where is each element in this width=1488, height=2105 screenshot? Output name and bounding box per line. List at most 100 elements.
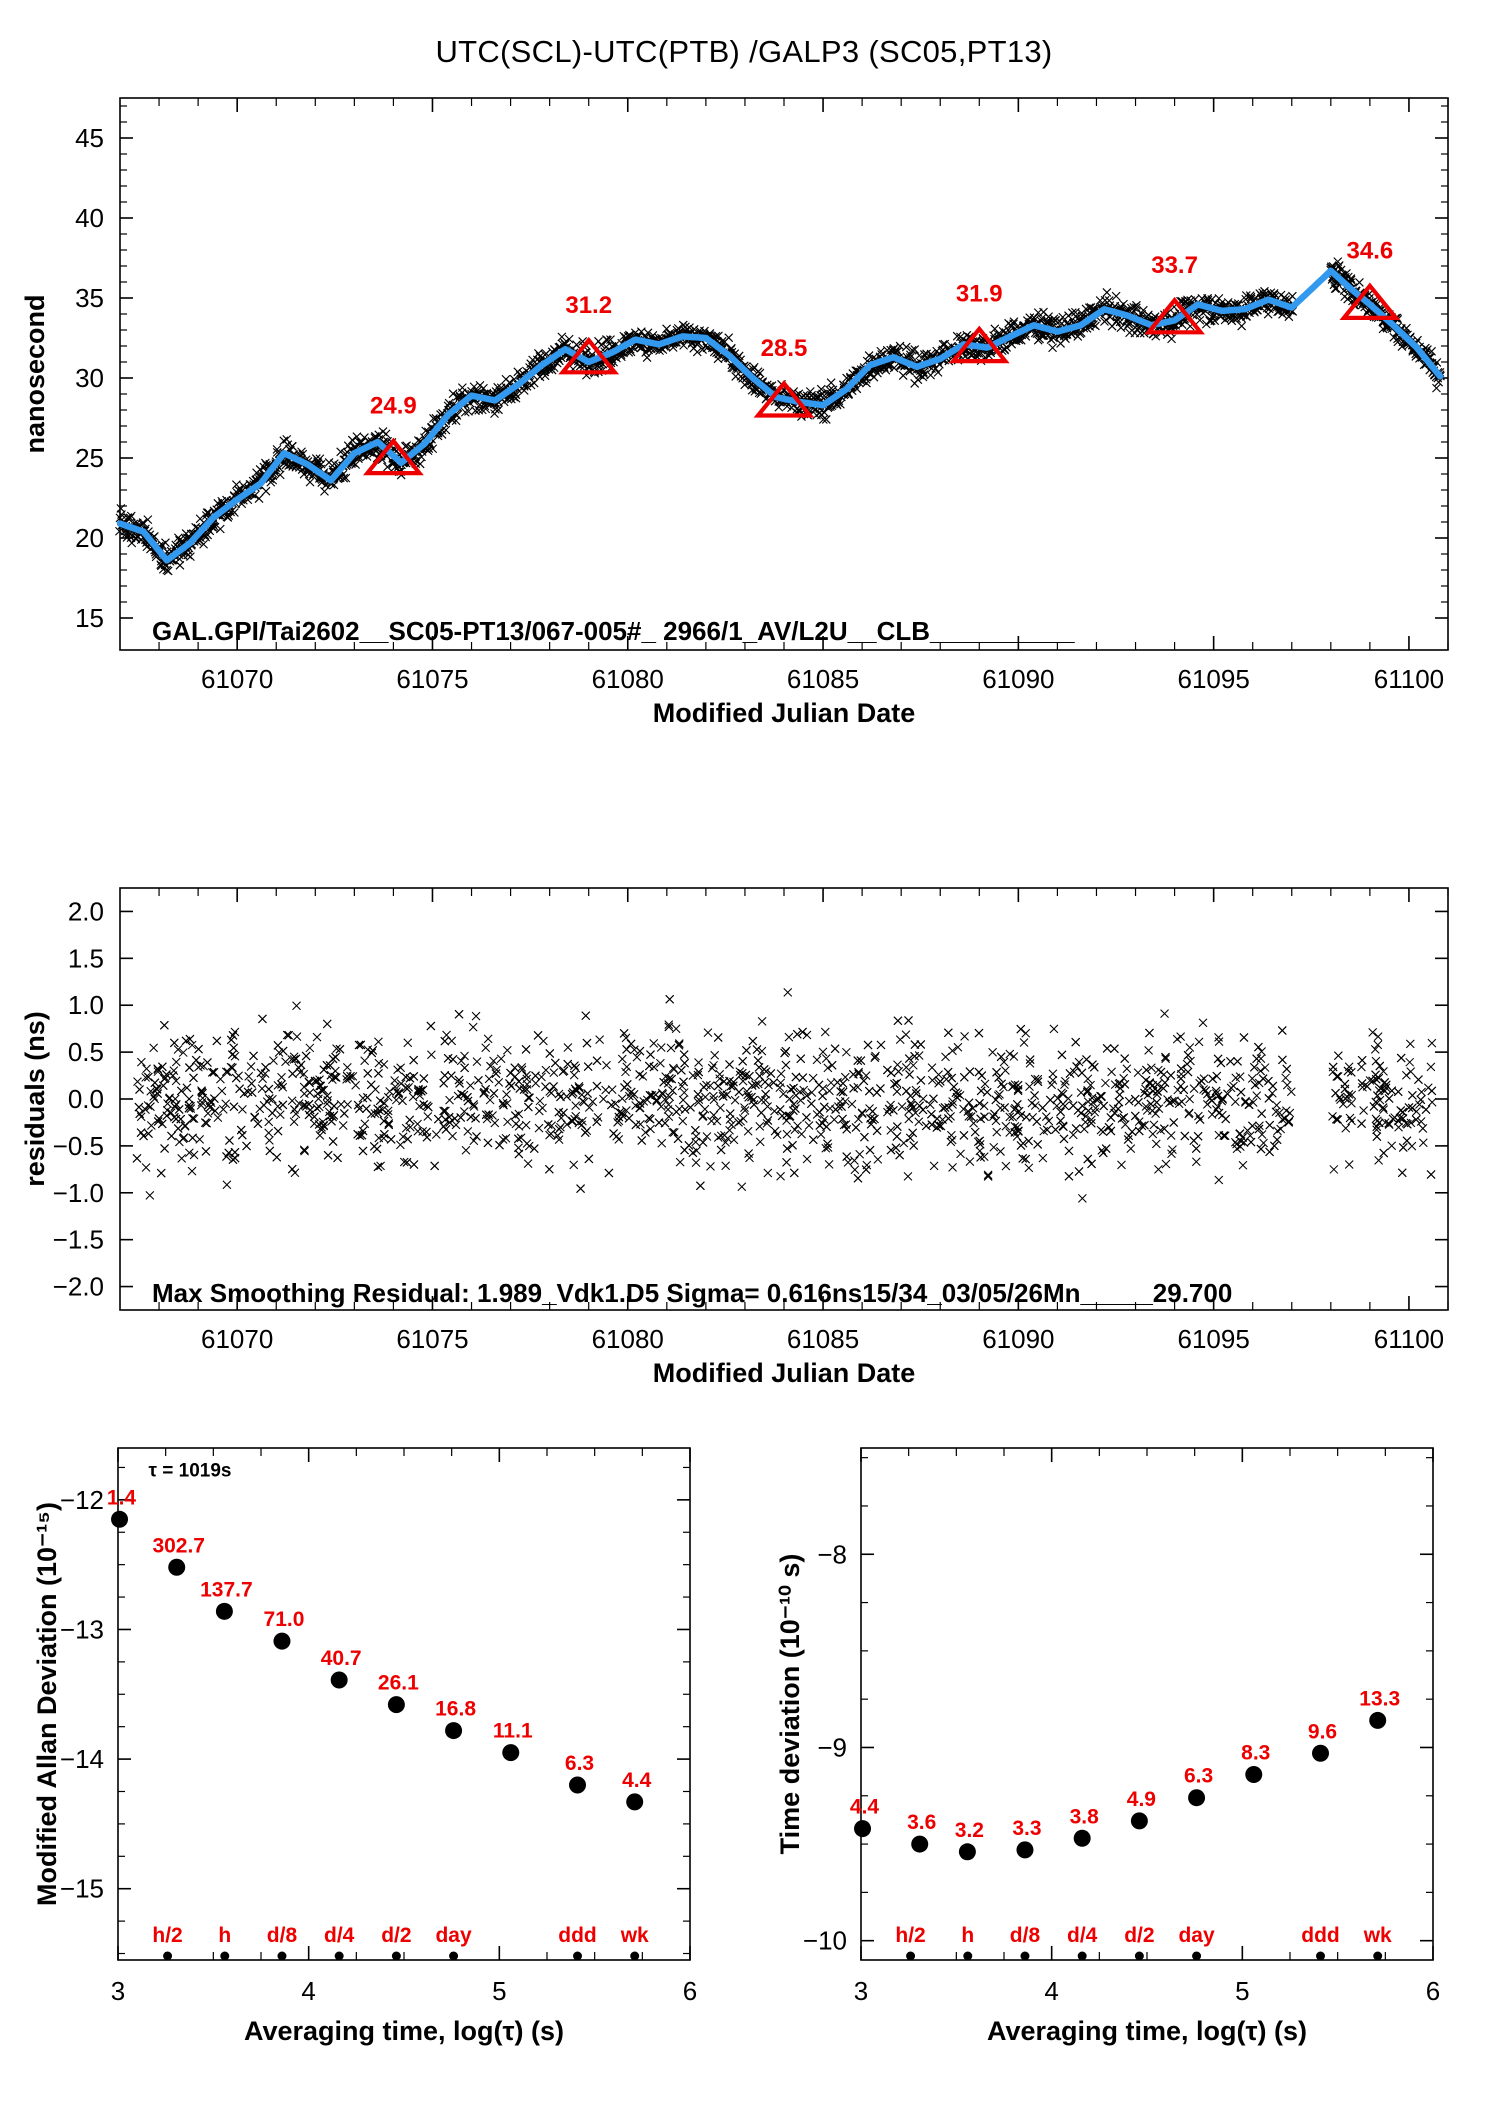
svg-text:4.4: 4.4: [850, 1796, 880, 1819]
svg-text:61085: 61085: [787, 664, 859, 694]
svg-text:3: 3: [854, 1976, 868, 2006]
svg-text:−1.0: −1.0: [53, 1178, 104, 1208]
tau-tick-dot: [630, 1951, 640, 1961]
svg-text:71.0: 71.0: [264, 1608, 305, 1631]
tau-tick-dot: [391, 1951, 401, 1961]
svg-text:−12: −12: [60, 1485, 104, 1515]
svg-text:6.3: 6.3: [565, 1752, 594, 1775]
svg-text:61080: 61080: [592, 1324, 664, 1354]
data-point: [1073, 1829, 1091, 1847]
svg-text:45: 45: [75, 123, 104, 153]
svg-text:8.3: 8.3: [1241, 1742, 1270, 1765]
svg-text:GAL.GPI/Tai2602__SC05-PT13/067: GAL.GPI/Tai2602__SC05-PT13/067-005#_ 296…: [152, 616, 1075, 646]
residuals-chart: 2.0 1.5 1.0 0.5 0.0 −0.5 −1.0 −1.5 −2.0 61070 6107…: [20, 887, 1449, 1388]
svg-text:3.2: 3.2: [955, 1819, 984, 1842]
data-point: [1016, 1841, 1034, 1859]
page-title: UTC(SCL)-UTC(PTB) /GALP3 (SC05,PT13): [435, 34, 1053, 69]
svg-text:−0.5: −0.5: [53, 1131, 104, 1161]
svg-text:3.8: 3.8: [1070, 1805, 1100, 1828]
time-deviation-chart: −8 −9 −103 4 5 6 Averaging time, log(τ) (s) Tim…: [775, 1447, 1440, 2046]
svg-text:3: 3: [111, 1976, 125, 2006]
svg-text:h/2: h/2: [152, 1924, 182, 1947]
tau-tick-dot: [963, 1951, 973, 1961]
svg-text:day: day: [435, 1924, 472, 1947]
data-point: [387, 1696, 405, 1714]
svg-text:h: h: [218, 1924, 231, 1947]
red-triangle-marker: [558, 336, 620, 375]
svg-text:15: 15: [75, 603, 104, 633]
red-triangle-marker: [948, 325, 1010, 364]
data-point: [1130, 1812, 1148, 1830]
svg-text:d/2: d/2: [381, 1924, 411, 1947]
svg-text:25: 25: [75, 443, 104, 473]
data-point: [1312, 1744, 1330, 1762]
svg-text:0.0: 0.0: [68, 1084, 104, 1114]
red-triangle-marker: [363, 437, 424, 476]
tau-marks: h/2 h d/8 d/4 d/2 day ddd wk: [895, 1924, 1392, 1961]
smoothed-curve: [116, 267, 1444, 564]
red-triangle-marker: [1339, 282, 1401, 320]
tau-tick-dot: [573, 1951, 583, 1961]
svg-text:61090: 61090: [982, 664, 1054, 694]
svg-text:wk: wk: [620, 1924, 649, 1947]
data-point: [1188, 1789, 1206, 1807]
svg-text:61095: 61095: [1177, 664, 1249, 694]
modified-allan-deviation-chart: −12 −13 −14 −15 3 4 5 6 Averaging time, log(τ) (…: [32, 1447, 697, 2046]
data-points: 1.4 302.7 137.7 71.0 40.7 26.1 16.8 11.1 6.3 4.4: [107, 1486, 652, 1811]
svg-text:40: 40: [75, 203, 104, 233]
svg-text:5: 5: [1235, 1976, 1249, 2006]
svg-text:wk: wk: [1363, 1924, 1392, 1947]
data-point: [1369, 1711, 1387, 1729]
svg-text:24.9: 24.9: [370, 393, 417, 420]
svg-text:d/4: d/4: [1067, 1924, 1098, 1947]
data-point: [958, 1843, 976, 1861]
tau-tick-dot: [906, 1951, 916, 1961]
svg-text:137.7: 137.7: [200, 1578, 253, 1601]
svg-text:5: 5: [492, 1976, 506, 2006]
svg-text:34.6: 34.6: [1347, 237, 1394, 264]
data-point: [911, 1835, 929, 1853]
svg-text:9.6: 9.6: [1308, 1720, 1337, 1743]
svg-text:26.1: 26.1: [378, 1672, 419, 1695]
svg-text:3.6: 3.6: [907, 1811, 936, 1834]
svg-text:61070: 61070: [201, 1324, 273, 1354]
data-point: [273, 1632, 291, 1650]
tau-tick-dot: [1192, 1951, 1202, 1961]
tau-tick-dot: [1020, 1951, 1030, 1961]
svg-text:61090: 61090: [982, 1324, 1054, 1354]
svg-text:Averaging time, log(τ) (s): Averaging time, log(τ) (s): [987, 2016, 1307, 2046]
svg-text:4.9: 4.9: [1127, 1788, 1156, 1811]
svg-text:h: h: [961, 1924, 974, 1947]
tau-tick-dot: [220, 1951, 230, 1961]
phase-comparison-chart: 45 40 35 30 25 20 15 61070 61075 61080 61085 61090 6…: [20, 97, 1449, 728]
data-points: 4.4 3.6 3.2 3.3 3.8 4.9 6.3 8.3 9.6 13.3: [850, 1687, 1400, 1861]
svg-text:302.7: 302.7: [152, 1534, 205, 1557]
tau-tick-dot: [277, 1951, 287, 1961]
svg-text:0.5: 0.5: [68, 1037, 104, 1067]
tau-tick-dot: [1373, 1951, 1383, 1961]
svg-text:Modified Julian Date: Modified Julian Date: [653, 1358, 916, 1388]
svg-text:16.8: 16.8: [435, 1698, 476, 1721]
svg-text:61075: 61075: [396, 1324, 468, 1354]
data-point: [854, 1820, 872, 1838]
svg-text:6: 6: [1426, 1976, 1440, 2006]
svg-text:61080: 61080: [592, 664, 664, 694]
svg-text:61075: 61075: [396, 664, 468, 694]
svg-text:30: 30: [75, 363, 104, 393]
data-point: [1245, 1766, 1263, 1784]
panel-residuals: 2.0 1.5 1.0 0.5 0.0 −0.5 −1.0 −1.5 −2.0 61070 6107…: [0, 870, 1488, 1430]
data-point: [330, 1671, 348, 1689]
svg-text:31.2: 31.2: [565, 292, 612, 319]
svg-text:61085: 61085: [787, 1324, 859, 1354]
svg-text:d/4: d/4: [324, 1924, 355, 1947]
tau-tick-dot: [334, 1951, 344, 1961]
svg-text:61100: 61100: [1374, 1324, 1444, 1354]
svg-text:4.4: 4.4: [622, 1769, 652, 1792]
svg-text:28.5: 28.5: [761, 335, 808, 362]
residual-points: [132, 988, 1437, 1203]
svg-text:Averaging time, log(τ) (s): Averaging time, log(τ) (s): [244, 2016, 564, 2046]
svg-text:61095: 61095: [1177, 1324, 1249, 1354]
data-point: [445, 1722, 463, 1740]
svg-text:Time deviation (10⁻¹⁰ s): Time deviation (10⁻¹⁰ s): [775, 1554, 805, 1855]
svg-text:35: 35: [75, 283, 104, 313]
